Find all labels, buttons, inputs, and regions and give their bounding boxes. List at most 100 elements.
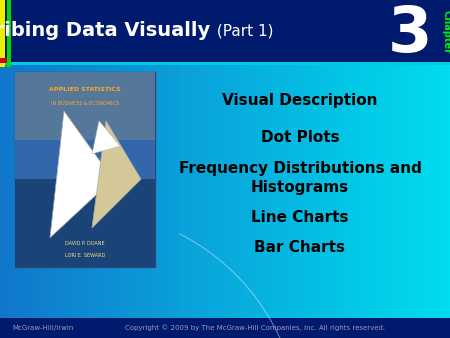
Bar: [166, 62, 170, 318]
Bar: [11, 62, 14, 318]
Polygon shape: [92, 121, 141, 228]
Bar: [34, 62, 37, 318]
Bar: [322, 62, 325, 318]
Bar: [207, 62, 210, 318]
Bar: [202, 62, 206, 318]
Bar: [112, 62, 116, 318]
Text: (Part 1): (Part 1): [212, 24, 274, 39]
Bar: [7, 0, 11, 67]
Bar: [225, 62, 228, 318]
Bar: [133, 62, 136, 318]
Bar: [310, 62, 314, 318]
Bar: [214, 62, 217, 318]
Bar: [288, 62, 291, 318]
Bar: [353, 62, 356, 318]
Bar: [378, 62, 381, 318]
Bar: [7, 62, 10, 318]
Bar: [0, 0, 450, 62]
Bar: [261, 62, 264, 318]
Bar: [92, 62, 95, 318]
Bar: [20, 62, 23, 318]
Bar: [130, 62, 134, 318]
Bar: [279, 62, 282, 318]
Bar: [360, 62, 363, 318]
Bar: [448, 62, 450, 318]
Bar: [151, 62, 154, 318]
Bar: [423, 62, 426, 318]
Bar: [299, 62, 302, 318]
Bar: [52, 62, 55, 318]
Bar: [344, 62, 347, 318]
Bar: [331, 62, 334, 318]
Bar: [304, 62, 307, 318]
Bar: [97, 62, 100, 318]
Bar: [58, 62, 62, 318]
Bar: [110, 62, 113, 318]
Bar: [43, 62, 46, 318]
Bar: [22, 62, 26, 318]
Text: APPLIED STATISTICS: APPLIED STATISTICS: [49, 87, 121, 92]
Bar: [15, 179, 155, 267]
Bar: [443, 62, 446, 318]
Bar: [40, 62, 44, 318]
Bar: [385, 62, 388, 318]
Bar: [38, 62, 41, 318]
Bar: [342, 62, 345, 318]
Bar: [0, 62, 3, 318]
Bar: [70, 62, 73, 318]
Bar: [162, 62, 165, 318]
Bar: [135, 62, 138, 318]
Bar: [400, 62, 404, 318]
Bar: [328, 62, 332, 318]
Polygon shape: [92, 121, 120, 154]
Bar: [306, 62, 309, 318]
Bar: [68, 62, 71, 318]
Bar: [27, 62, 30, 318]
Text: Copyright © 2009 by The McGraw-Hill Companies, Inc. All rights reserved.: Copyright © 2009 by The McGraw-Hill Comp…: [125, 325, 385, 331]
Bar: [126, 62, 129, 318]
Bar: [74, 62, 77, 318]
Bar: [56, 62, 59, 318]
Bar: [439, 62, 442, 318]
Bar: [88, 62, 91, 318]
Text: McGraw-Hill/Irwin: McGraw-Hill/Irwin: [12, 325, 73, 331]
Bar: [398, 62, 401, 318]
Bar: [272, 62, 275, 318]
Bar: [432, 62, 435, 318]
Bar: [376, 62, 379, 318]
Bar: [241, 62, 244, 318]
Bar: [374, 62, 377, 318]
Bar: [430, 62, 433, 318]
Bar: [416, 62, 419, 318]
Bar: [72, 62, 75, 318]
Bar: [158, 62, 161, 318]
Bar: [252, 62, 255, 318]
Bar: [94, 62, 98, 318]
Bar: [236, 62, 239, 318]
Bar: [227, 62, 230, 318]
Bar: [101, 62, 104, 318]
Bar: [144, 62, 147, 318]
Bar: [9, 62, 12, 318]
Bar: [148, 62, 152, 318]
Text: 3: 3: [388, 3, 432, 65]
Bar: [212, 62, 215, 318]
Bar: [0, 0, 5, 67]
Bar: [396, 62, 399, 318]
Text: Describing Data Visually: Describing Data Visually: [0, 22, 210, 41]
Bar: [164, 62, 167, 318]
Bar: [315, 62, 318, 318]
Bar: [248, 62, 251, 318]
Bar: [324, 62, 327, 318]
Bar: [230, 62, 233, 318]
Bar: [338, 62, 341, 318]
Bar: [436, 62, 440, 318]
Bar: [15, 72, 155, 267]
Bar: [266, 62, 269, 318]
Bar: [25, 62, 28, 318]
Bar: [340, 62, 343, 318]
Bar: [349, 62, 352, 318]
Bar: [15, 72, 155, 140]
Bar: [18, 62, 21, 318]
Bar: [425, 62, 428, 318]
